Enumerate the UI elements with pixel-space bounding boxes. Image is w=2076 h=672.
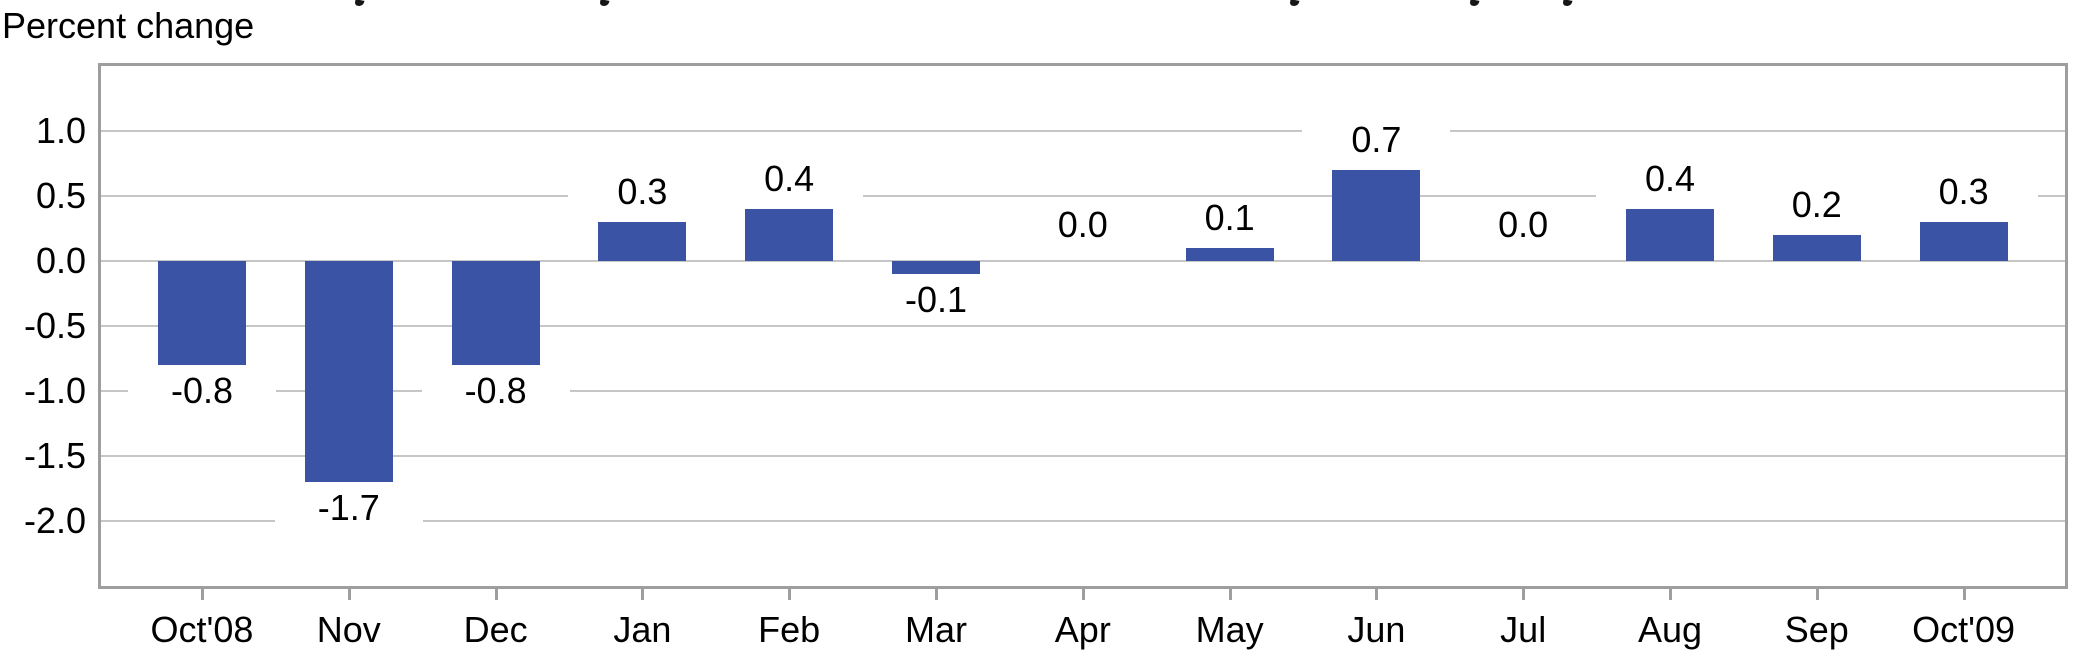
x-axis-label: Mar: [905, 609, 967, 650]
axis-unit-label: Percent change: [2, 5, 255, 46]
x-axis-label: Oct'09: [1912, 609, 2016, 650]
y-tick-label: -1.5: [23, 435, 86, 476]
x-axis-label: Feb: [758, 609, 821, 650]
clipped-title-fragment: [1562, 0, 1573, 7]
bar-value-label: 0.3: [568, 172, 717, 212]
bar-value-label: 0.4: [1596, 159, 1744, 199]
bar-sep: [1772, 235, 1861, 261]
gridline--2: [101, 520, 2065, 522]
bar-feb: [745, 209, 834, 261]
gridline-1: [101, 130, 2065, 132]
x-axis-label: Sep: [1784, 609, 1849, 650]
x-axis-tick: [1815, 589, 1819, 600]
gridline--1: [101, 390, 2065, 392]
x-axis-label: Apr: [1054, 609, 1111, 650]
y-tick-label: 1.0: [35, 110, 86, 151]
clipped-title-fragment: [599, 0, 610, 7]
clipped-title-fragment: [354, 0, 365, 7]
bar-value-label: -0.8: [128, 371, 276, 411]
bar-oct09: [1919, 222, 2008, 261]
gridline-0: [101, 260, 2065, 262]
bar-value-label: 0.0: [1008, 205, 1157, 245]
y-tick-label: 0.5: [35, 175, 86, 216]
bar-value-label: -1.7: [274, 488, 423, 528]
gridline--1.5: [101, 455, 2065, 457]
bar-value-label: 0.0: [1449, 205, 1598, 245]
x-axis-tick: [1375, 589, 1379, 600]
bar-value-label: 0.2: [1742, 185, 1891, 225]
gridline-0.5: [101, 195, 2065, 197]
x-axis-label: Jul: [1500, 609, 1547, 650]
bar-value-label: 0.1: [1155, 198, 1304, 238]
plot-area: [98, 63, 2068, 589]
x-axis-tick: [1081, 589, 1085, 600]
bar-dec: [451, 261, 540, 365]
x-axis-tick: [1669, 589, 1672, 600]
x-axis-tick: [347, 589, 351, 600]
bar-value-label: -0.1: [862, 280, 1010, 320]
bar-aug: [1626, 209, 1714, 261]
bar-nov: [304, 261, 393, 482]
x-axis-tick: [494, 589, 498, 600]
x-axis-tick: [641, 589, 645, 600]
clipped-title-fragment: [1289, 0, 1300, 7]
x-axis-label: Jan: [613, 609, 672, 650]
y-tick-label: 0.0: [35, 240, 86, 281]
bar-value-label: 0.7: [1302, 120, 1451, 160]
x-axis-tick: [201, 589, 204, 600]
bar-jun: [1332, 170, 1421, 261]
x-axis-tick: [1522, 589, 1526, 600]
x-axis-label: Oct'08: [150, 609, 254, 650]
bar-value-label: -0.8: [421, 371, 570, 411]
x-axis-label: May: [1195, 609, 1264, 650]
x-axis-tick: [1228, 589, 1232, 600]
y-tick-label: -2.0: [23, 500, 86, 541]
x-axis-label: Dec: [463, 609, 528, 650]
x-axis-tick: [1962, 589, 1966, 600]
x-axis-label: Aug: [1637, 609, 1703, 650]
bar-oct08: [158, 261, 246, 365]
bar-value-label: 0.3: [1889, 172, 2038, 212]
clipped-title-fragment: [1469, 0, 1480, 7]
bar-may: [1185, 248, 1274, 261]
gridline--0.5: [101, 325, 2065, 327]
y-tick-label: -1.0: [23, 370, 86, 411]
bar-value-label: 0.4: [715, 159, 864, 199]
x-axis-label: Nov: [316, 609, 381, 650]
y-tick-label: -0.5: [23, 305, 86, 346]
x-axis-tick: [935, 589, 938, 600]
bar-jan: [598, 222, 687, 261]
x-axis-tick: [788, 589, 792, 600]
x-axis-label: Jun: [1347, 609, 1406, 650]
bar-mar: [892, 261, 980, 274]
